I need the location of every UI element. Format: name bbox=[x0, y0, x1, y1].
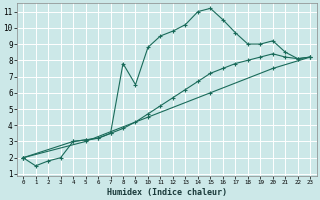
X-axis label: Humidex (Indice chaleur): Humidex (Indice chaleur) bbox=[107, 188, 227, 197]
